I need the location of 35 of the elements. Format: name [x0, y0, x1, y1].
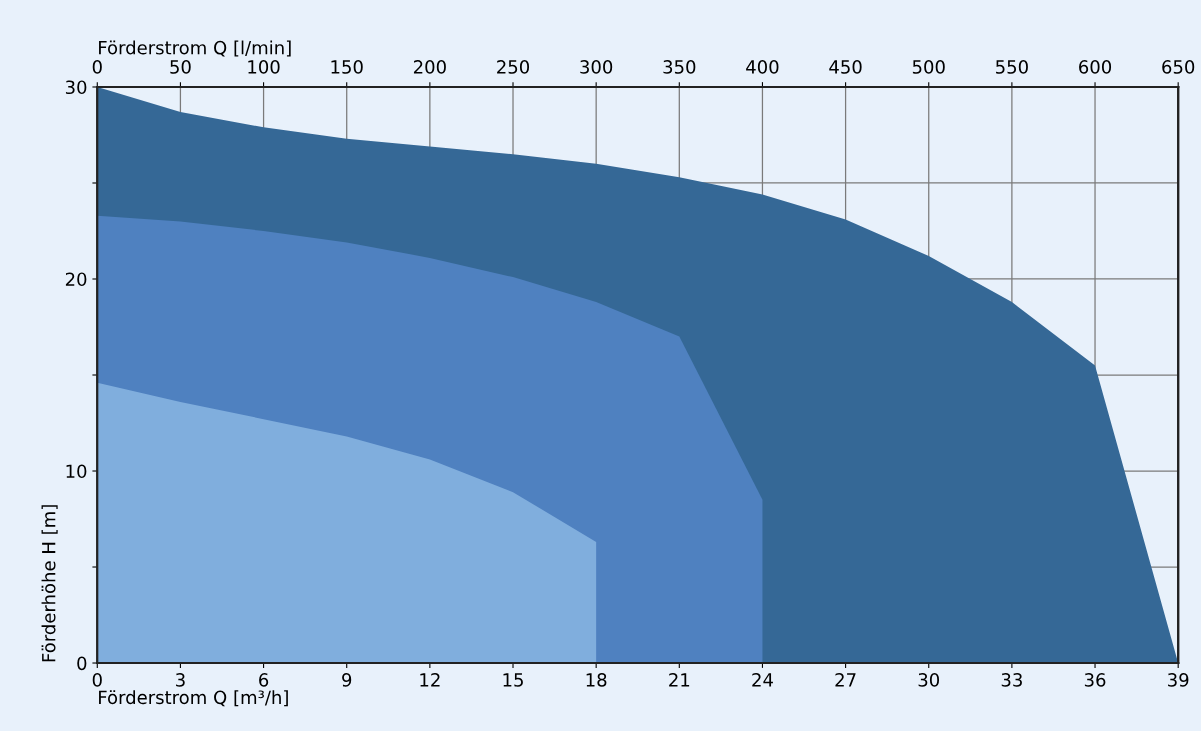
x2-tick-label: 650 [1162, 60, 1195, 74]
y-tick-label: 10 [66, 464, 87, 479]
x-tick-label: 30 [918, 673, 940, 687]
x2-tick-label: 150 [331, 60, 363, 74]
x-tick-label: 33 [1001, 673, 1022, 687]
x2-tick-label: 0 [92, 60, 102, 74]
y-tick-label: 30 [65, 80, 87, 95]
x2-tick-label: 600 [1079, 60, 1112, 74]
x-tick-label: 15 [503, 673, 523, 687]
x2-axis-title: Förderstrom Q [l/min] [99, 40, 291, 57]
x-tick-label: 24 [752, 673, 773, 687]
x2-tick-label: 250 [497, 60, 530, 74]
x2-tick-label: 450 [829, 60, 862, 74]
x2-tick-label: 500 [912, 60, 945, 74]
x-tick-label: 21 [669, 673, 690, 687]
y-axis-title: Förderhöhe H [m] [41, 505, 58, 662]
x-tick-label: 3 [176, 673, 185, 687]
x-tick-label: 12 [420, 673, 440, 687]
y-tick-label: 20 [65, 272, 87, 287]
x2-tick-label: 550 [996, 60, 1028, 74]
x2-tick-label: 200 [413, 60, 446, 74]
x2-tick-label: 50 [170, 60, 191, 74]
x-tick-label: 9 [342, 673, 352, 687]
x2-tick-label: 350 [663, 60, 696, 74]
x-tick-label: 39 [1168, 673, 1189, 687]
x2-tick-label: 100 [248, 60, 280, 74]
x-tick-label: 6 [259, 673, 269, 687]
x-axis-title: Förderstrom Q [m³/h] [99, 690, 288, 707]
x-tick-label: 36 [1084, 673, 1106, 687]
y-tick-label: 0 [77, 656, 87, 671]
x-tick-label: 0 [92, 673, 102, 687]
x2-tick-label: 400 [746, 60, 779, 74]
x-tick-label: 27 [835, 673, 856, 687]
x-tick-label: 18 [586, 673, 607, 687]
x2-tick-label: 300 [580, 60, 613, 74]
